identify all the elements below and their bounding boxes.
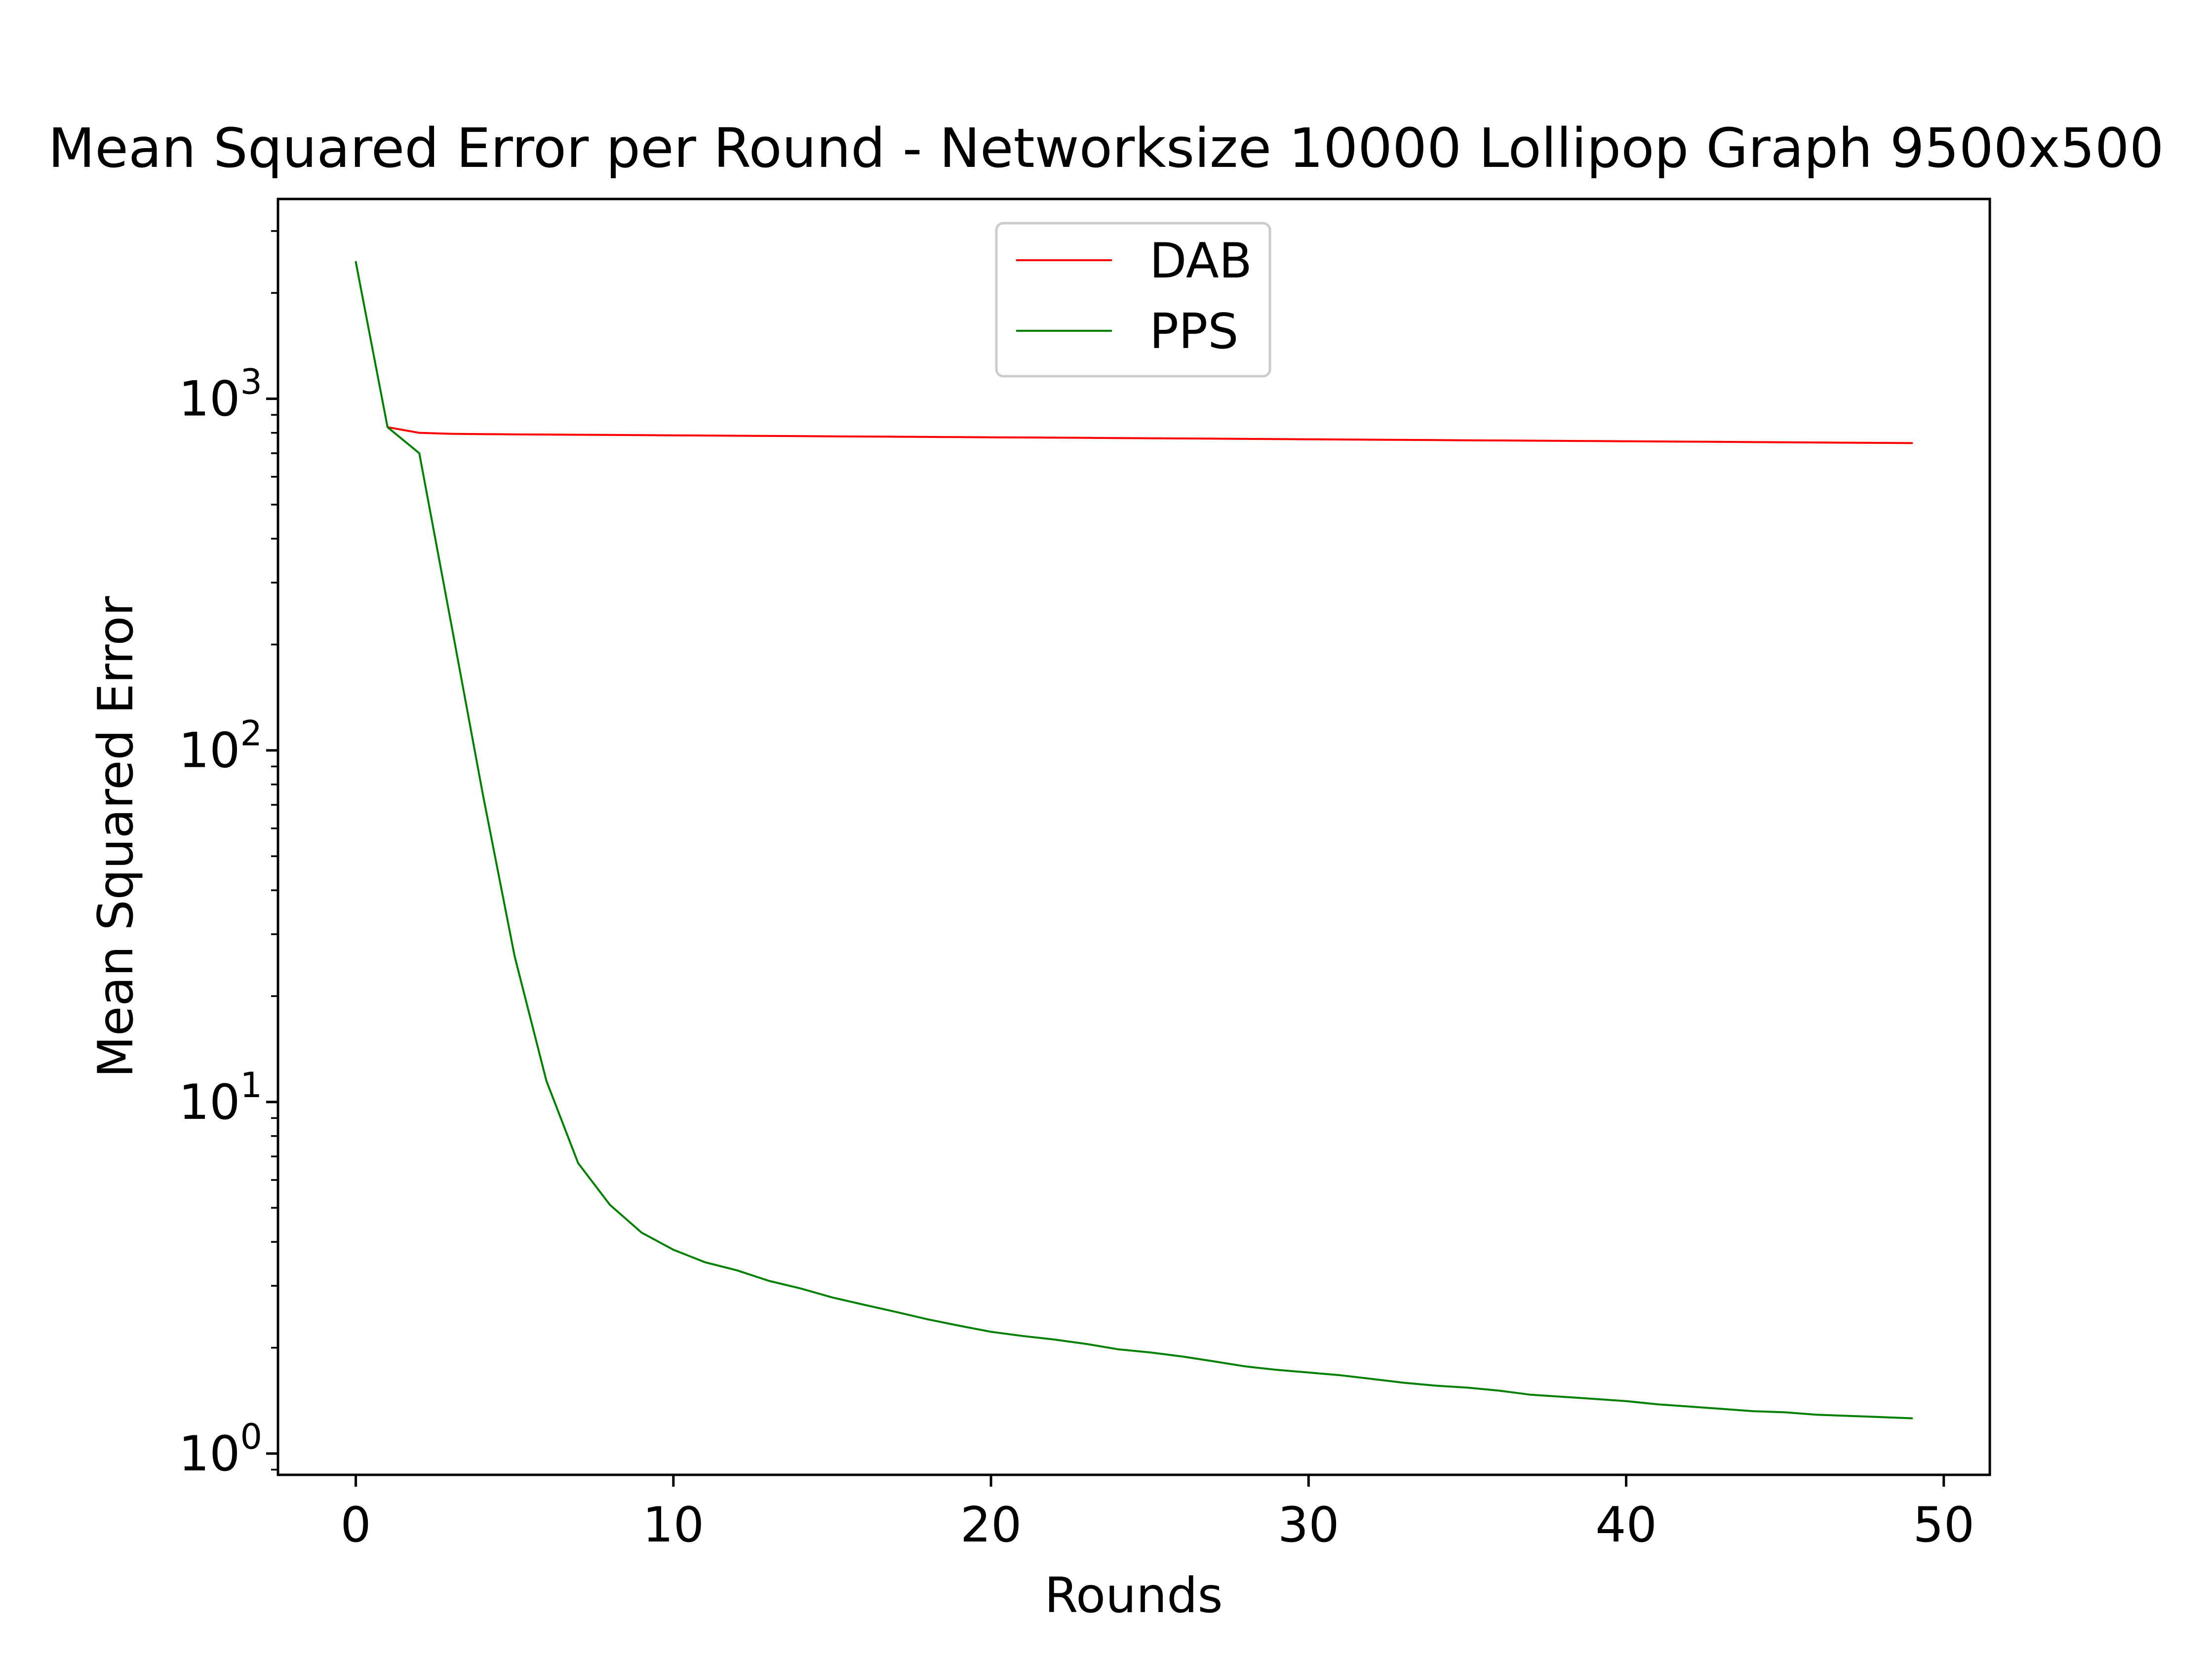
y-tick-exponent: 1 bbox=[240, 1065, 262, 1106]
y-tick-exponent: 3 bbox=[240, 362, 262, 402]
x-tick-label: 40 bbox=[1595, 1497, 1657, 1553]
x-tick-label: 20 bbox=[960, 1497, 1022, 1553]
x-tick-label: 0 bbox=[340, 1497, 371, 1553]
x-axis-label: Rounds bbox=[1044, 1568, 1223, 1624]
y-tick-label: 100 bbox=[179, 1417, 262, 1482]
chart-title: Mean Squared Error per Round - Networksi… bbox=[48, 117, 2164, 180]
x-tick-label: 30 bbox=[1278, 1497, 1340, 1553]
y-tick-label: 102 bbox=[179, 713, 262, 779]
legend: DAB PPS bbox=[995, 222, 1271, 378]
y-tick-label: 101 bbox=[179, 1065, 262, 1131]
axes-frame bbox=[276, 198, 1991, 1476]
legend-frame bbox=[995, 222, 1271, 378]
y-tick-base: 10 bbox=[179, 371, 240, 428]
plot-area bbox=[278, 199, 1990, 1475]
plot-background bbox=[278, 199, 1990, 1475]
y-tick-exponent: 0 bbox=[240, 1417, 262, 1457]
series-line-pps bbox=[355, 261, 1913, 1420]
x-tick-label: 50 bbox=[1913, 1497, 1975, 1553]
y-axis-label: Mean Squared Error bbox=[88, 596, 144, 1078]
y-tick-label: 103 bbox=[179, 362, 262, 428]
y-tick-base: 10 bbox=[179, 1074, 240, 1131]
y-tick-base: 10 bbox=[179, 1426, 240, 1482]
series-line-dab bbox=[386, 426, 1913, 444]
series-layer bbox=[355, 261, 1913, 1420]
legend-label-dab: DAB bbox=[1149, 233, 1252, 289]
x-tick-label: 10 bbox=[642, 1497, 704, 1553]
legend-label-pps: PPS bbox=[1149, 304, 1238, 360]
y-tick-exponent: 2 bbox=[240, 713, 262, 754]
y-tick-base: 10 bbox=[179, 723, 240, 779]
